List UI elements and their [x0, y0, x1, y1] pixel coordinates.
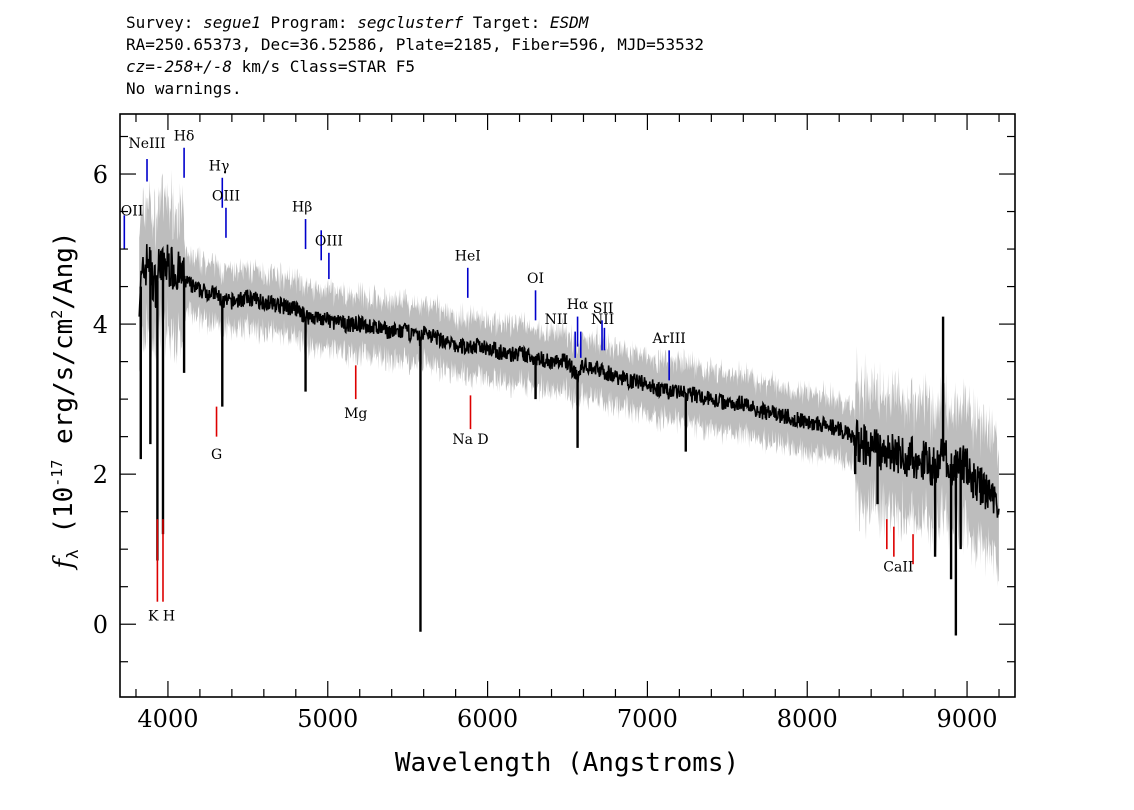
x-tick-label-9000: 9000 [937, 705, 998, 733]
x-tick-label-7000: 7000 [617, 705, 678, 733]
absorption-label-0: K H [148, 608, 175, 624]
target-label: Target: [463, 13, 550, 32]
y-axis-end: /Ang) [49, 231, 79, 309]
emission-label-5: Hβ [292, 200, 312, 216]
x-axis-title: Wavelength (Angstroms) [395, 748, 739, 778]
coords-line: RA=250.65373, Dec=36.52586, Plate=2185, … [126, 35, 704, 54]
y-tick-label-2: 2 [93, 461, 108, 489]
x-tick-label-6000: 6000 [457, 705, 518, 733]
x-tick-label-5000: 5000 [297, 705, 358, 733]
y-axis-title: fλ (10-17 erg/s/cm2/Ang) [48, 231, 82, 570]
x-tick-label-8000: 8000 [777, 705, 838, 733]
emission-label-9: NII [545, 312, 568, 328]
emission-label-13: ArIII [651, 331, 685, 347]
error-band [139, 170, 999, 587]
y-axis-sup2: 2 [48, 310, 66, 319]
y-axis-sup: -17 [48, 460, 66, 487]
emission-label-8: OI [527, 271, 544, 287]
program-label: Program: [260, 13, 358, 32]
emission-label-1: NeIII [128, 136, 165, 152]
warnings-line: No warnings. [126, 79, 242, 98]
spectrum-header: Survey: segue1 Program: segclusterf Targ… [126, 12, 704, 100]
redshift-line: cz=-258+/-8 km/s Class=STAR F5 [126, 56, 704, 78]
emission-label-11: SII [593, 301, 614, 317]
emission-label-12: NII [591, 312, 614, 328]
y-tick-label-0: 0 [93, 611, 108, 639]
emission-label-6: OIII [315, 233, 343, 249]
emission-label-0: OII [121, 203, 144, 219]
absorption-label-2: Mg [344, 406, 367, 422]
x-tick-label-4000: 4000 [137, 705, 198, 733]
emission-label-2: Hδ [174, 128, 195, 144]
cz-value: -258+/-8 [154, 57, 232, 76]
y-tick-label-4: 4 [93, 311, 108, 339]
y-axis-sub: λ [63, 549, 82, 559]
survey-line: Survey: segue1 Program: segclusterf Targ… [126, 12, 704, 34]
flux-series [138, 244, 1000, 636]
emission-label-7: HeI [455, 248, 481, 264]
flux-error-band [139, 170, 999, 587]
y-axis-main: (10 [49, 487, 79, 550]
absorption-label-3: Na D [452, 432, 488, 448]
program-value: segclusterf [357, 13, 464, 32]
cz-label: cz= [126, 57, 155, 76]
emission-label-3: Hγ [209, 158, 230, 174]
target-value: ESDM [549, 13, 589, 32]
emission-label-10: Hα [567, 297, 589, 313]
absorption-label-1: G [211, 447, 222, 463]
survey-label: Survey: [126, 13, 204, 32]
y-axis-tail: erg/s/cm [49, 319, 79, 460]
plot-frame [119, 113, 1016, 698]
cz-unit: km/s Class=STAR F5 [231, 57, 415, 76]
emission-label-4: OIII [212, 188, 240, 204]
y-tick-label-6: 6 [93, 161, 108, 189]
absorption-label-4: CaII [883, 560, 913, 576]
survey-value: segue1 [203, 13, 261, 32]
axes: 4000 5000 6000 7000 8000 9000 0 2 4 6 [93, 113, 1016, 733]
